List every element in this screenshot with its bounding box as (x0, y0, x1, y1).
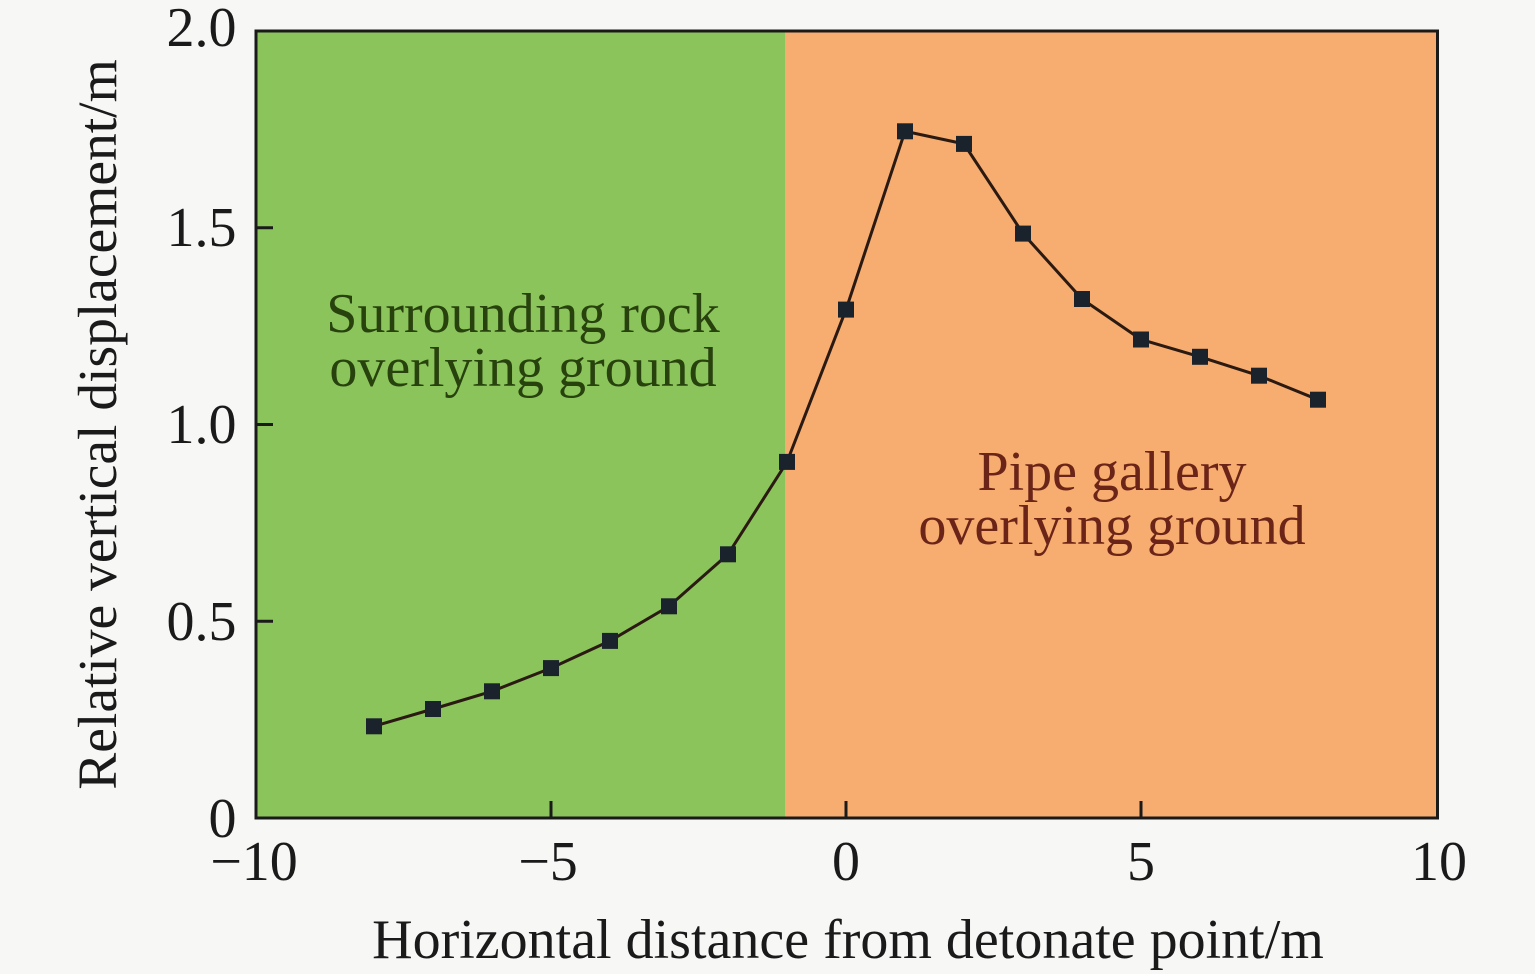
svg-text:overlying ground: overlying ground (918, 495, 1305, 557)
svg-text:0.5: 0.5 (167, 591, 237, 653)
svg-text:1.5: 1.5 (167, 197, 237, 259)
svg-text:5: 5 (1127, 831, 1155, 893)
svg-text:0: 0 (832, 831, 860, 893)
svg-text:Pipe gallery: Pipe gallery (977, 441, 1246, 503)
svg-text:1.0: 1.0 (167, 394, 237, 456)
svg-text:Surrounding rock: Surrounding rock (326, 283, 720, 345)
svg-text:10: 10 (1411, 831, 1467, 893)
svg-text:2.0: 2.0 (167, 0, 237, 59)
svg-text:Relative vertical displacement: Relative vertical displacement/m (68, 59, 129, 789)
svg-text:0: 0 (209, 788, 237, 850)
svg-text:−10: −10 (210, 831, 298, 893)
svg-text:Horizontal distance from deton: Horizontal distance from detonate point/… (372, 909, 1324, 971)
svg-text:−5: −5 (518, 831, 578, 893)
svg-text:overlying ground: overlying ground (329, 337, 716, 399)
